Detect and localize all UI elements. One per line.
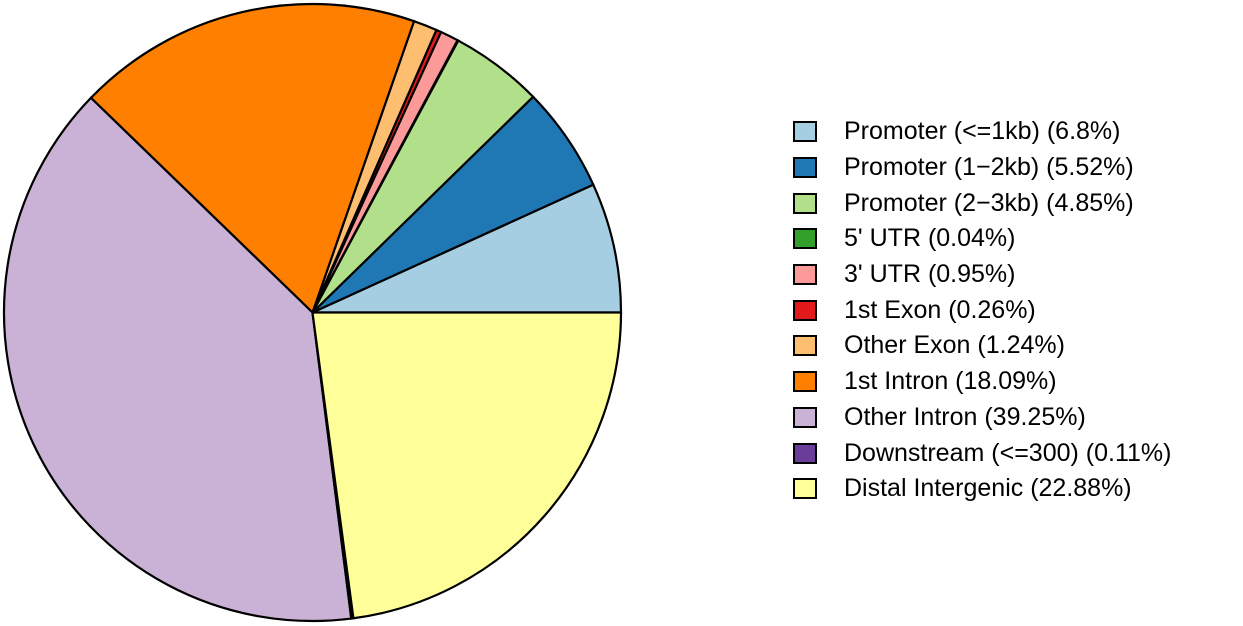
- legend-label: Other Intron (39.25%): [844, 402, 1086, 431]
- legend-item: Promoter (1−2kb) (5.52%): [793, 150, 1171, 186]
- legend-label: 3' UTR (0.95%): [844, 260, 1016, 289]
- legend-swatch-icon: [793, 371, 817, 393]
- legend-item: Other Exon (1.24%): [793, 328, 1171, 364]
- legend-item: Other Intron (39.25%): [793, 400, 1171, 436]
- legend-item: Distal Intergenic (22.88%): [793, 471, 1171, 507]
- legend-swatch-icon: [793, 299, 817, 321]
- legend-swatch-icon: [793, 264, 817, 286]
- pie-chart: [2, 2, 623, 623]
- legend: Promoter (<=1kb) (6.8%) Promoter (1−2kb)…: [793, 114, 1171, 507]
- legend-item: 1st Intron (18.09%): [793, 364, 1171, 400]
- pie-slice-11: [311, 311, 623, 620]
- legend-label: 5' UTR (0.04%): [844, 224, 1016, 253]
- legend-label: 1st Intron (18.09%): [844, 367, 1057, 396]
- pie-slice-1: [312, 183, 623, 314]
- legend-swatch-icon: [793, 121, 817, 143]
- legend-swatch-icon: [793, 157, 817, 179]
- legend-item: Downstream (<=300) (0.11%): [793, 435, 1171, 471]
- legend-label: Promoter (<=1kb) (6.8%): [844, 117, 1121, 146]
- pie-slice-8: [89, 2, 416, 315]
- legend-item: 3' UTR (0.95%): [793, 257, 1171, 293]
- legend-swatch-icon: [793, 192, 817, 214]
- legend-label: Promoter (1−2kb) (5.52%): [844, 153, 1134, 182]
- legend-item: 5' UTR (0.04%): [793, 221, 1171, 257]
- legend-swatch-icon: [793, 478, 817, 500]
- legend-item: Promoter (2−3kb) (4.85%): [793, 185, 1171, 221]
- legend-label: 1st Exon (0.26%): [844, 295, 1036, 324]
- legend-label: Downstream (<=300) (0.11%): [844, 438, 1172, 467]
- legend-swatch-icon: [793, 406, 817, 428]
- pie-slice-9: [2, 96, 353, 623]
- legend-label: Other Exon (1.24%): [844, 331, 1065, 360]
- legend-swatch-icon: [793, 228, 817, 250]
- legend-label: Distal Intergenic (22.88%): [844, 474, 1132, 503]
- legend-item: 1st Exon (0.26%): [793, 292, 1171, 328]
- legend-item: Promoter (<=1kb) (6.8%): [793, 114, 1171, 150]
- legend-swatch-icon: [793, 335, 817, 357]
- legend-label: Promoter (2−3kb) (4.85%): [844, 188, 1134, 217]
- legend-swatch-icon: [793, 442, 817, 464]
